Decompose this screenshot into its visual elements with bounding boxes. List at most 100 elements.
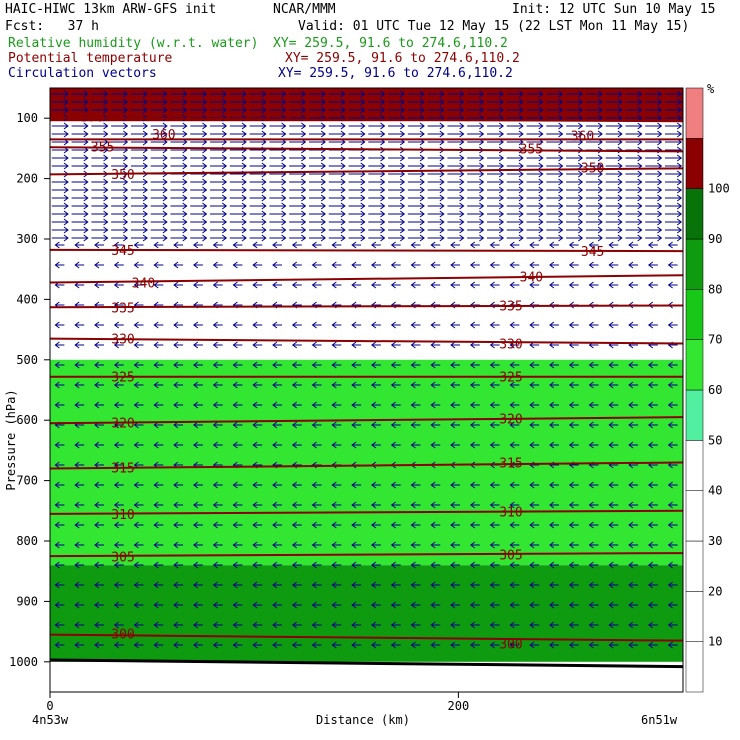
wind-vector: [249, 202, 267, 210]
wind-vector: [390, 341, 401, 349]
wind-vector: [190, 234, 208, 242]
wind-vector: [111, 194, 129, 202]
wind-vector: [568, 501, 579, 509]
wind-vector: [667, 281, 678, 289]
wind-vector: [390, 361, 401, 369]
wind-vector: [371, 541, 381, 549]
wind-vector: [529, 281, 540, 289]
wind-vector: [568, 481, 579, 489]
wind-vector: [529, 561, 540, 569]
wind-vector: [605, 226, 623, 234]
colorbar-tick-label: 60: [708, 383, 722, 397]
wind-vector: [489, 261, 500, 269]
wind-vector: [94, 381, 104, 389]
wind-vector: [506, 90, 524, 98]
wind-vector: [526, 170, 544, 178]
y-tick-label: 200: [16, 172, 38, 186]
wind-vector: [113, 561, 124, 569]
wind-vector: [193, 601, 203, 609]
wind-vector: [212, 641, 223, 649]
wind-vector: [566, 194, 584, 202]
wind-vector: [410, 561, 421, 569]
colorbar-tick-label: 90: [708, 232, 722, 246]
wind-vector: [229, 98, 247, 106]
wind-vector: [526, 234, 544, 242]
wind-vector: [308, 154, 326, 162]
wind-vector: [232, 541, 243, 549]
wind-vector: [430, 521, 441, 529]
wind-vector: [588, 621, 599, 629]
wind-vector: [308, 226, 326, 234]
wind-vector: [150, 218, 168, 226]
wind-vector: [212, 581, 223, 589]
wind-vector: [351, 521, 362, 529]
wind-vector: [430, 381, 441, 389]
wind-vector: [133, 541, 144, 549]
wind-vector: [133, 481, 144, 489]
wind-vector: [506, 234, 524, 242]
wind-vector: [486, 218, 505, 226]
isentrope-370: [50, 117, 683, 123]
wind-vector: [150, 234, 168, 242]
colorbar-tick-label: 50: [708, 433, 722, 447]
wind-vector: [113, 641, 124, 649]
wind-vector: [647, 621, 658, 629]
wind-vector: [113, 501, 124, 509]
wind-vector: [348, 218, 366, 226]
wind-vector: [54, 521, 65, 529]
wind-vector: [348, 90, 366, 98]
wind-vector: [390, 421, 401, 429]
wind-vector: [486, 90, 505, 98]
wind-vector: [509, 501, 520, 509]
wind-vector: [371, 241, 381, 249]
wind-vector: [94, 481, 104, 489]
wind-vector: [526, 90, 544, 98]
wind-vector: [489, 521, 500, 529]
wind-vector: [549, 401, 559, 409]
wind-vector: [667, 261, 678, 269]
wind-vector: [588, 441, 599, 449]
wind-vector: [628, 421, 639, 429]
wind-vector: [71, 226, 89, 234]
wind-vector: [252, 261, 263, 269]
wind-vector: [450, 241, 461, 249]
wind-vector: [427, 186, 445, 194]
wind-vector: [388, 130, 406, 138]
wind-vector: [486, 106, 505, 114]
wind-vector: [252, 321, 263, 329]
wind-vector: [667, 561, 678, 569]
wind-vector: [667, 581, 678, 589]
wind-vector: [331, 601, 342, 609]
wind-vector: [388, 162, 406, 170]
wind-vector: [91, 186, 109, 194]
wind-vector: [605, 170, 623, 178]
wind-vector: [311, 561, 322, 569]
wind-vector: [371, 641, 381, 649]
wind-vector: [608, 621, 619, 629]
isentrope-label: 350: [581, 162, 604, 177]
wind-vector: [113, 281, 124, 289]
wind-vector: [308, 234, 326, 242]
wind-vector: [585, 186, 603, 194]
wind-vector: [509, 421, 520, 429]
wind-vector: [605, 106, 623, 114]
wind-vector: [467, 202, 485, 210]
wind-vector: [170, 178, 188, 186]
wind-vector: [193, 361, 203, 369]
wind-vector: [529, 381, 540, 389]
wind-vector: [608, 521, 619, 529]
wind-vector: [588, 361, 599, 369]
wind-vector: [291, 481, 302, 489]
wind-vector: [645, 234, 663, 242]
wind-vector: [588, 601, 599, 609]
wind-vector: [368, 98, 386, 106]
wind-vector: [625, 90, 643, 98]
wind-vector: [289, 98, 307, 106]
wind-vector: [272, 501, 282, 509]
wind-vector: [232, 521, 243, 529]
wind-vector: [647, 241, 658, 249]
isentrope-label: 305: [111, 551, 134, 566]
wind-vector: [390, 261, 401, 269]
wind-vector: [450, 341, 461, 349]
wind-vector: [625, 154, 643, 162]
